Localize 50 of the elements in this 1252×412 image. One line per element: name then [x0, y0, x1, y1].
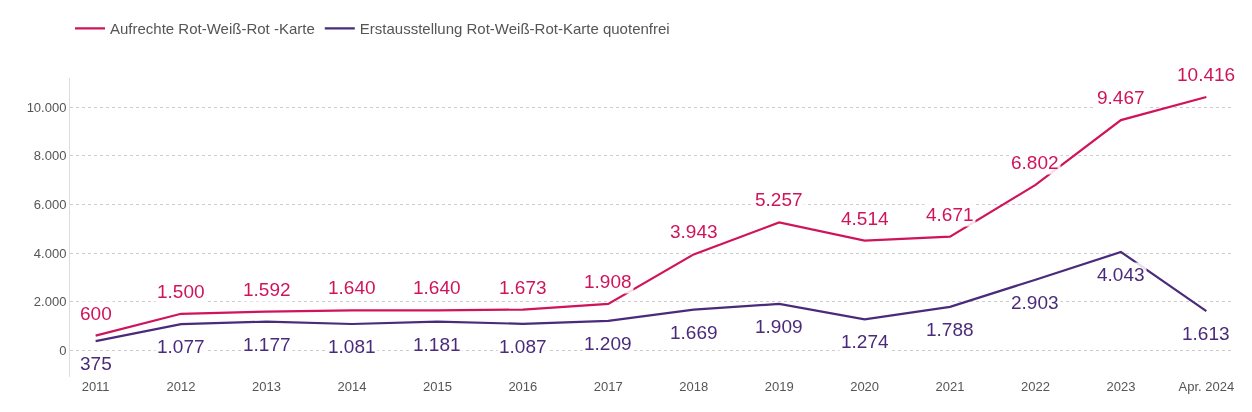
data-label: 1.274 — [841, 331, 889, 352]
data-label: 4.671 — [926, 204, 974, 225]
y-tick-label: 0 — [59, 342, 67, 358]
data-label: 375 — [80, 353, 112, 374]
x-tick-label: 2021 — [935, 379, 965, 394]
data-label: 1.908 — [584, 271, 632, 292]
data-label: 1.788 — [926, 319, 974, 340]
x-tick-label: 2020 — [850, 379, 880, 394]
data-label: 1.500 — [157, 281, 205, 302]
legend-label: Aufrechte Rot-Weiß-Rot -Karte — [110, 20, 315, 38]
x-tick-label: 2014 — [337, 379, 367, 394]
x-tick-label: Apr. 2024 — [1178, 379, 1235, 394]
x-tick-label: 2023 — [1106, 379, 1136, 394]
data-label: 10.416 — [1177, 64, 1236, 85]
x-tick-label: 2018 — [679, 379, 709, 394]
x-tick-label: 2013 — [252, 379, 281, 394]
data-label: 1.077 — [157, 336, 205, 357]
x-tick-label: 2015 — [422, 379, 452, 394]
data-label: 1.209 — [584, 333, 632, 354]
x-tick-label: 2019 — [764, 379, 794, 394]
y-tick-label: 8.000 — [33, 148, 67, 164]
data-label: 2.903 — [1011, 292, 1059, 313]
data-label: 4.043 — [1097, 264, 1145, 285]
data-label: 1.087 — [499, 336, 547, 357]
data-label: 1.177 — [243, 334, 291, 355]
data-label: 1.181 — [413, 334, 461, 355]
data-label: 1.613 — [1182, 323, 1230, 344]
y-tick-label: 6.000 — [33, 196, 67, 212]
data-label: 1.592 — [243, 279, 291, 300]
data-label: 1.673 — [499, 277, 547, 298]
data-label: 6.802 — [1011, 152, 1059, 173]
x-tick-label: 2022 — [1021, 379, 1050, 394]
data-label: 1.640 — [328, 277, 376, 298]
y-tick-label: 10.000 — [26, 99, 67, 115]
x-tick-label: 2016 — [508, 379, 538, 394]
data-label: 3.943 — [670, 221, 718, 242]
x-tick-label: 2012 — [166, 379, 196, 394]
data-label: 1.909 — [755, 316, 803, 337]
data-label: 4.514 — [841, 208, 889, 229]
x-tick-label: 2011 — [81, 379, 110, 394]
data-label: 9.467 — [1097, 87, 1145, 108]
data-label: 1.640 — [413, 277, 461, 298]
data-label: 1.081 — [328, 336, 376, 357]
data-label: 600 — [80, 303, 112, 324]
data-label: 1.669 — [670, 322, 718, 343]
y-tick-label: 4.000 — [33, 245, 67, 261]
data-label: 5.257 — [755, 189, 803, 210]
x-tick-label: 2017 — [593, 379, 623, 394]
y-tick-label: 2.000 — [33, 294, 67, 310]
legend-label: Erstausstellung Rot-Weiß-Rot-Karte quotenfrei — [359, 20, 670, 38]
